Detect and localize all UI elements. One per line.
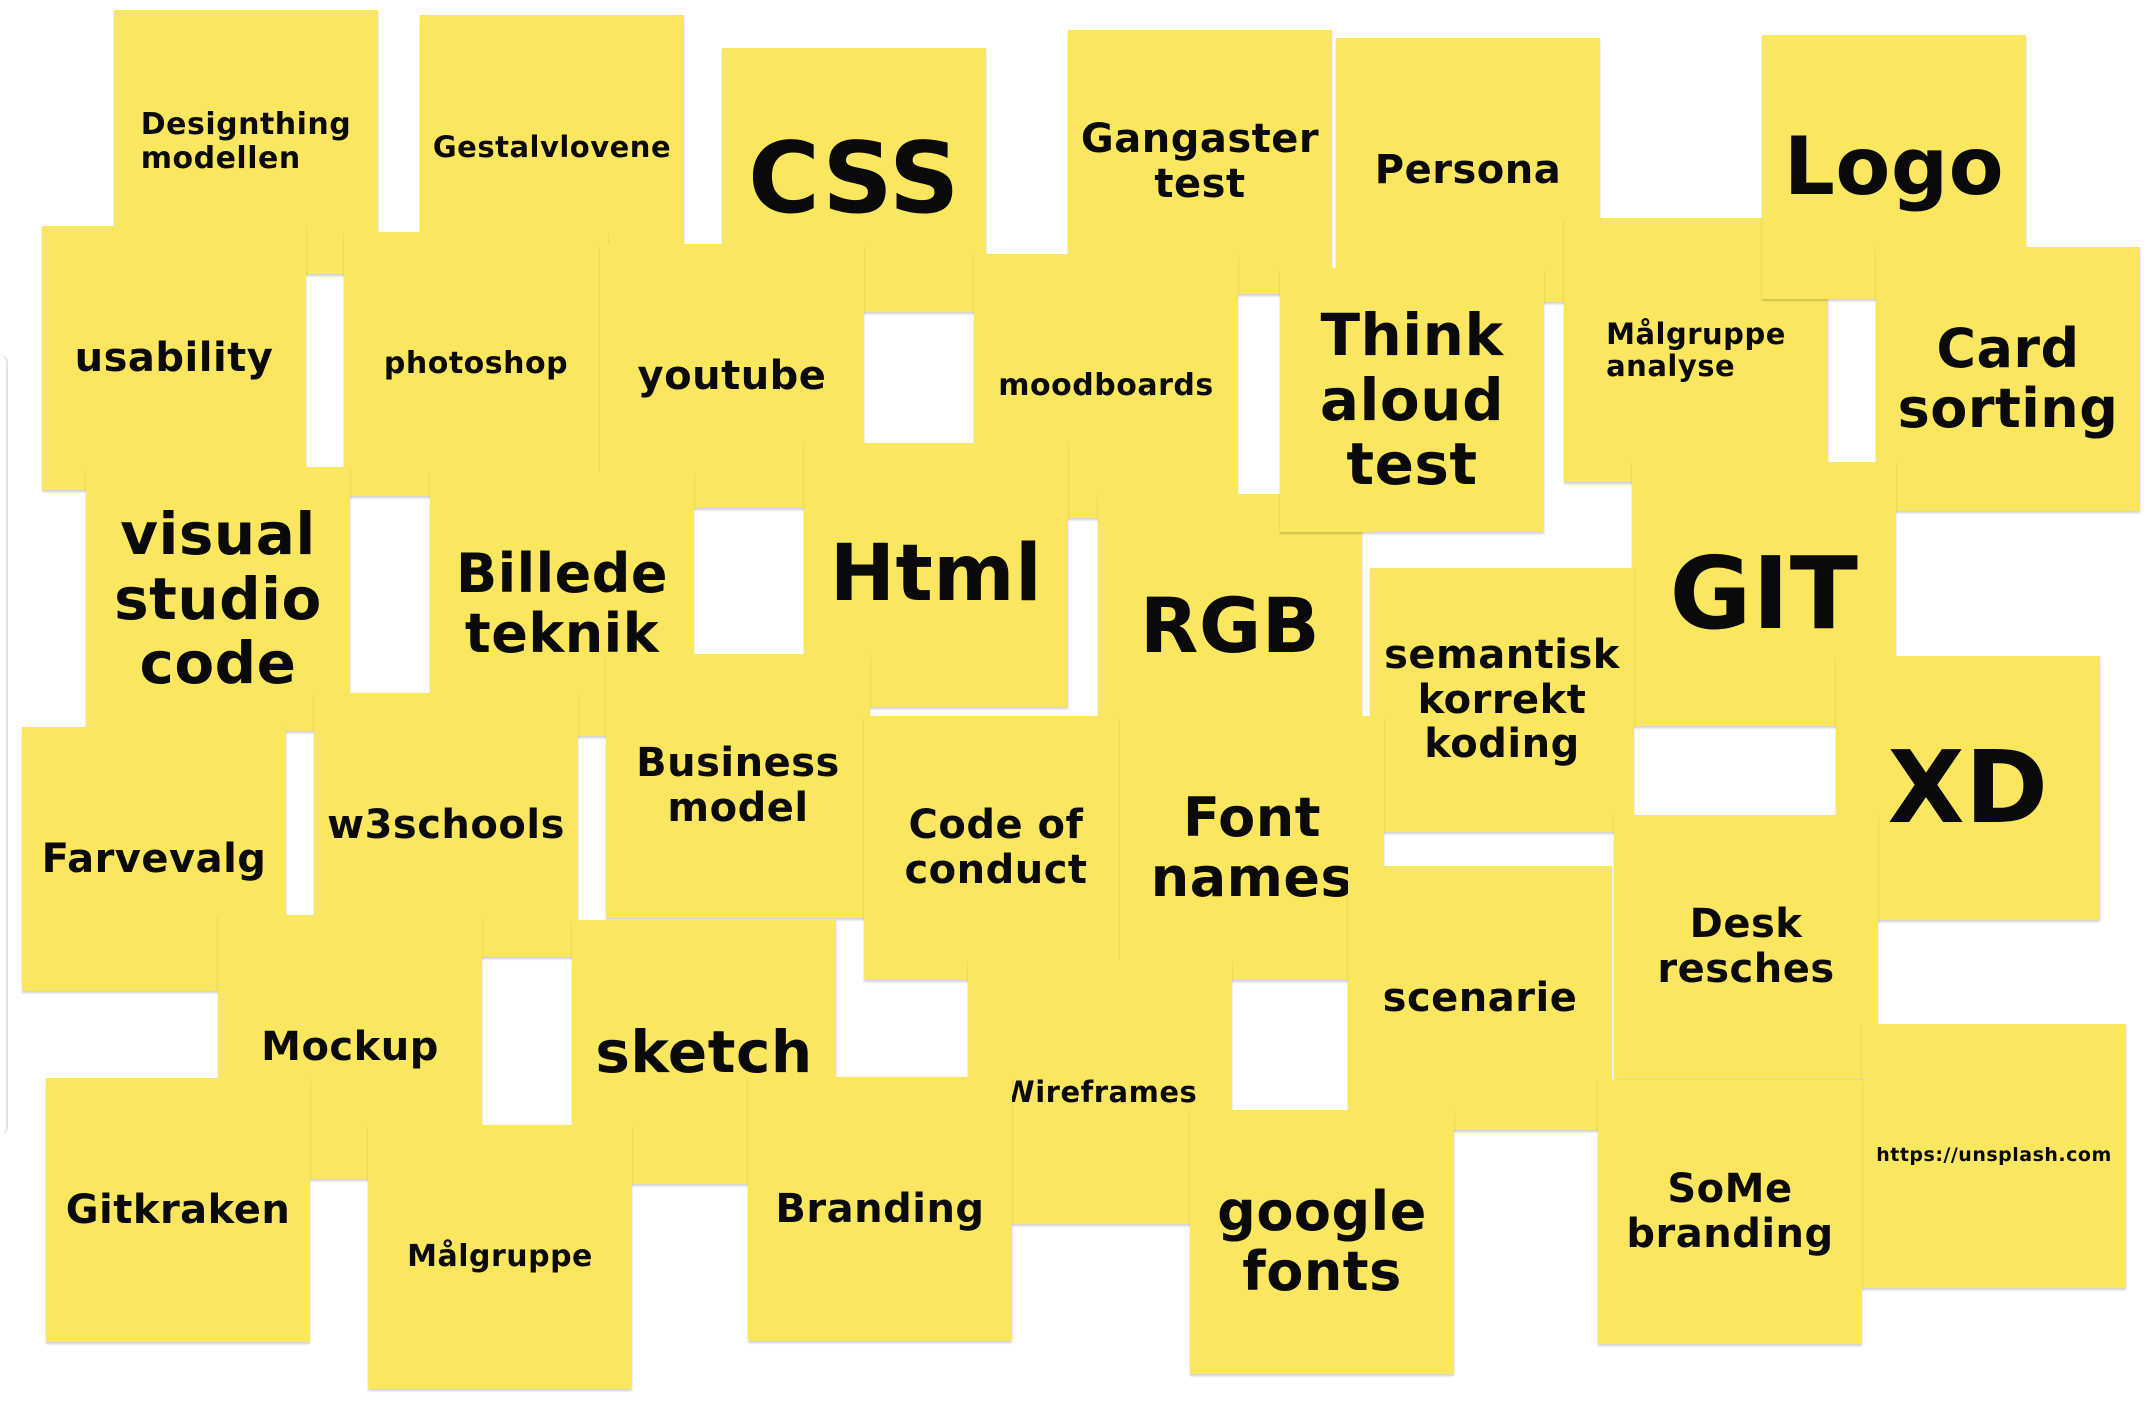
sticky-note-text: SoMe branding [1626,1166,1834,1257]
sticky-note-text: Billede teknik [455,541,669,665]
panel-edge [0,355,8,1135]
sticky-note-text: Html [829,529,1043,620]
sticky-note-text: w3schools [327,801,565,848]
sticky-note-text: GIT [1669,535,1859,652]
sticky-note-text: Farvevalg [41,835,267,882]
sticky-note-text: Font names [1150,785,1354,909]
sticky-note-text: Designthing modellen [140,107,352,176]
sticky-note[interactable]: Card sorting [1876,247,2140,511]
sticky-note-text: Desk resches [1657,901,1835,992]
sticky-note[interactable]: semantisk korrekt koding [1370,568,1634,832]
sticky-note-text: moodboards [998,368,1214,404]
sticky-note[interactable]: Think aloud test [1280,268,1544,532]
sticky-note[interactable]: google fonts [1190,1110,1454,1374]
sticky-note-text: Mockup [261,1023,439,1070]
sticky-note[interactable]: photoshop [344,232,608,496]
sticky-note[interactable]: Persona [1336,38,1600,302]
sticky-note-text: XD [1887,729,2049,846]
sticky-note[interactable]: Code of conduct [864,716,1128,980]
sticky-note-text: semantisk korrekt koding [1384,631,1620,768]
sticky-note-text: Gitkraken [65,1186,291,1233]
sticky-note-text: scenarie [1382,974,1578,1021]
sticky-note[interactable]: Font names [1120,716,1384,980]
sticky-note-text: Think aloud test [1319,300,1505,499]
sticky-note[interactable]: Målgruppe [368,1125,632,1389]
sticky-note[interactable]: w3schools [314,693,578,957]
sticky-note-text: Gestalvlovene [432,129,672,164]
sticky-note-text: youtube [637,352,827,399]
sticky-note-text: https://unsplash.com [1876,1144,2112,1167]
sticky-note-text: Business model [636,740,840,831]
sticky-note-text: visual studio code [114,499,322,698]
sticky-note-text: Logo [1783,120,2005,214]
sticky-note-text: Målgruppe [407,1239,593,1275]
sticky-note[interactable]: Gangaster test [1068,30,1332,294]
sticky-note-text: photoshop [383,346,569,382]
sticky-note[interactable]: Business model [606,654,870,918]
sticky-note[interactable]: visual studio code [86,467,350,731]
sticky-note-text: usability [74,334,274,381]
sticky-note-text: CSS [748,122,960,237]
sticky-note-text: Persona [1374,146,1562,193]
sticky-note[interactable]: XD [1836,656,2100,920]
sticky-note-text: sketch [595,1017,813,1086]
sticky-note[interactable]: Branding [748,1077,1012,1341]
sticky-note[interactable]: Wireframes [968,960,1232,1224]
sticky-note-text: Gangaster test [1080,116,1320,207]
sticky-note[interactable]: RGB [1098,494,1362,758]
sticky-note-text: Code of conduct [904,802,1088,893]
sticky-note[interactable]: Desk resches [1614,815,1878,1079]
sticky-note-text: Branding [775,1185,985,1232]
sticky-note[interactable]: SoMe branding [1598,1080,1862,1344]
sticky-note[interactable]: usability [42,226,306,490]
sticky-note[interactable]: Gitkraken [46,1078,310,1342]
sticky-note-text: google fonts [1217,1179,1427,1303]
sticky-note[interactable]: https://unsplash.com [1862,1024,2126,1288]
sticky-note-text: Målgruppe analyse [1606,316,1786,383]
sticky-note[interactable]: scenarie [1348,866,1612,1130]
sticky-note-text: RGB [1139,581,1321,671]
sticky-note-text: Card sorting [1897,316,2119,440]
sticky-note-text: Wireframes [1002,1074,1198,1109]
